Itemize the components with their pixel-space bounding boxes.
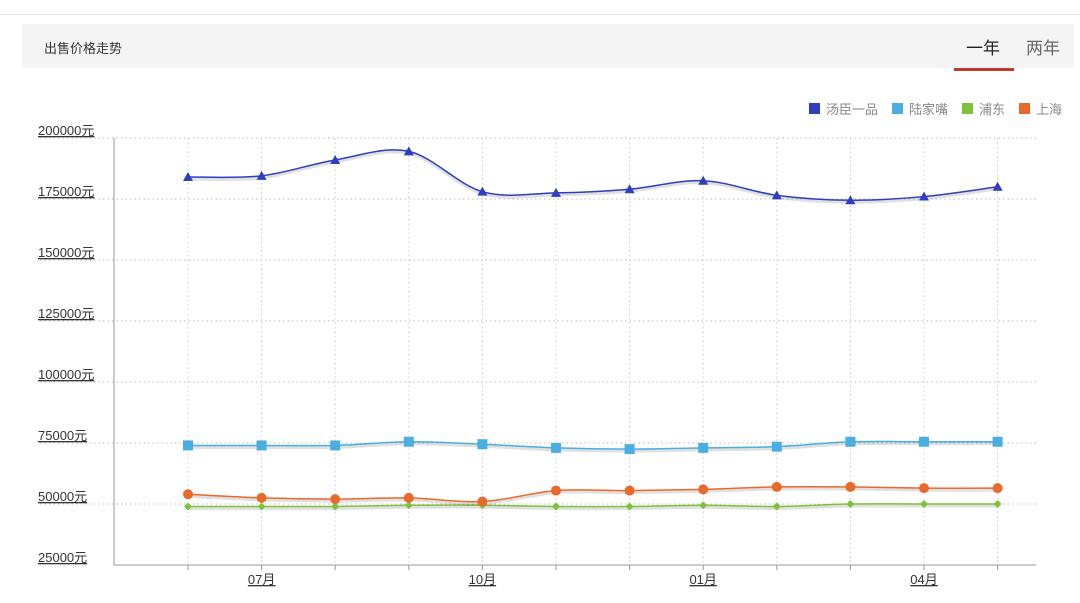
series-line-0 xyxy=(187,149,998,201)
y-tick-label: 200000元 xyxy=(38,123,94,138)
series-0-point-1 xyxy=(256,170,267,180)
series-1-point-0 xyxy=(183,440,193,451)
legend-label-series-3: 上海 xyxy=(1035,103,1062,118)
series-2-point-7 xyxy=(699,501,708,510)
chart-legend: 汤臣一品 陆家嘴 浦东 上海 xyxy=(808,99,1062,118)
legend-item-series-1[interactable]: 陆家嘴 xyxy=(891,99,948,118)
series-3-point-10 xyxy=(919,483,929,494)
y-tick-label: 100000元 xyxy=(38,367,94,382)
series-0-point-10 xyxy=(919,191,929,201)
series-2-point-8 xyxy=(772,502,781,511)
x-tick-label: 07月 xyxy=(248,572,275,587)
series-3-point-9 xyxy=(845,481,856,492)
legend-item-series-2[interactable]: 浦东 xyxy=(961,99,1005,118)
legend-swatch-series-0 xyxy=(808,103,820,114)
series-2-point-9 xyxy=(846,500,855,508)
series-1-point-6 xyxy=(624,444,635,455)
series-1-point-4 xyxy=(477,439,488,450)
series-2-point-6 xyxy=(625,502,634,511)
legend-item-series-3[interactable]: 上海 xyxy=(1018,99,1062,118)
series-shadow-0 xyxy=(187,150,998,204)
series-shadow-3 xyxy=(187,487,998,506)
series-0-point-6 xyxy=(624,184,635,194)
series-0-point-5 xyxy=(551,187,561,197)
chart-header: 出售价格走势 一年 两年 xyxy=(22,24,1074,71)
y-tick-label: 75000元 xyxy=(38,428,87,443)
series-1-point-10 xyxy=(919,436,929,447)
series-3-point-1 xyxy=(256,492,267,503)
y-tick-label: 25000元 xyxy=(38,550,87,565)
legend-label-series-1: 陆家嘴 xyxy=(908,103,948,118)
y-tick-label: 150000元 xyxy=(38,245,94,260)
legend-swatch-series-3 xyxy=(1018,103,1030,114)
series-1-point-8 xyxy=(771,441,782,452)
series-1-point-11 xyxy=(992,436,1003,447)
series-line-2 xyxy=(188,503,998,508)
series-0-point-4 xyxy=(477,186,488,196)
tab-one-year[interactable]: 一年 xyxy=(966,39,1000,58)
y-tick-label: 175000元 xyxy=(38,184,94,199)
series-3-point-3 xyxy=(403,492,414,503)
series-0-point-7 xyxy=(698,175,709,185)
series-1-point-7 xyxy=(698,442,709,453)
series-line-3 xyxy=(187,485,998,503)
series-shadow-2 xyxy=(188,504,998,511)
legend-swatch-series-2 xyxy=(961,103,973,114)
series-line-1 xyxy=(188,440,998,450)
legend-swatch-series-1 xyxy=(891,103,903,114)
legend-label-series-2: 浦东 xyxy=(978,103,1005,118)
series-2-point-3 xyxy=(404,501,413,510)
tab-two-years[interactable]: 两年 xyxy=(1026,39,1060,58)
series-3-point-11 xyxy=(992,483,1003,494)
y-tick-label: 50000元 xyxy=(38,489,87,504)
series-3-point-0 xyxy=(183,489,193,500)
series-1-point-2 xyxy=(330,440,341,451)
series-3-point-6 xyxy=(624,485,635,496)
series-0-point-0 xyxy=(183,172,193,182)
series-2-point-1 xyxy=(257,502,266,511)
series-2-point-11 xyxy=(993,500,1002,508)
legend-item-series-0[interactable]: 汤臣一品 xyxy=(808,99,878,118)
series-0-point-3 xyxy=(403,146,414,156)
series-3-point-4 xyxy=(477,496,488,507)
series-0-point-2 xyxy=(330,154,341,164)
series-2-point-10 xyxy=(920,500,928,508)
series-3-point-5 xyxy=(551,485,561,496)
series-0-point-9 xyxy=(845,195,856,205)
series-1-point-5 xyxy=(551,442,561,453)
series-2-point-5 xyxy=(552,502,560,511)
x-tick-label: 04月 xyxy=(910,572,937,587)
x-tick-label: 10月 xyxy=(469,572,496,587)
series-1-point-1 xyxy=(256,440,267,451)
series-3-point-2 xyxy=(330,494,341,505)
series-3-point-8 xyxy=(771,481,782,492)
series-2-point-2 xyxy=(331,502,340,511)
series-0-point-11 xyxy=(992,181,1003,191)
y-tick-label: 125000元 xyxy=(38,306,94,321)
series-shadow-1 xyxy=(188,441,998,453)
x-tick-label: 01月 xyxy=(689,572,716,587)
series-1-point-3 xyxy=(403,436,414,447)
series-0-point-8 xyxy=(771,190,782,200)
series-2-point-0 xyxy=(184,502,192,511)
series-3-point-7 xyxy=(698,484,709,495)
top-divider xyxy=(0,14,1080,15)
legend-label-series-0: 汤臣一品 xyxy=(825,103,878,118)
chart-header-title: 出售价格走势 xyxy=(44,41,123,56)
active-tab-indicator xyxy=(954,68,1014,71)
series-1-point-9 xyxy=(845,436,856,447)
